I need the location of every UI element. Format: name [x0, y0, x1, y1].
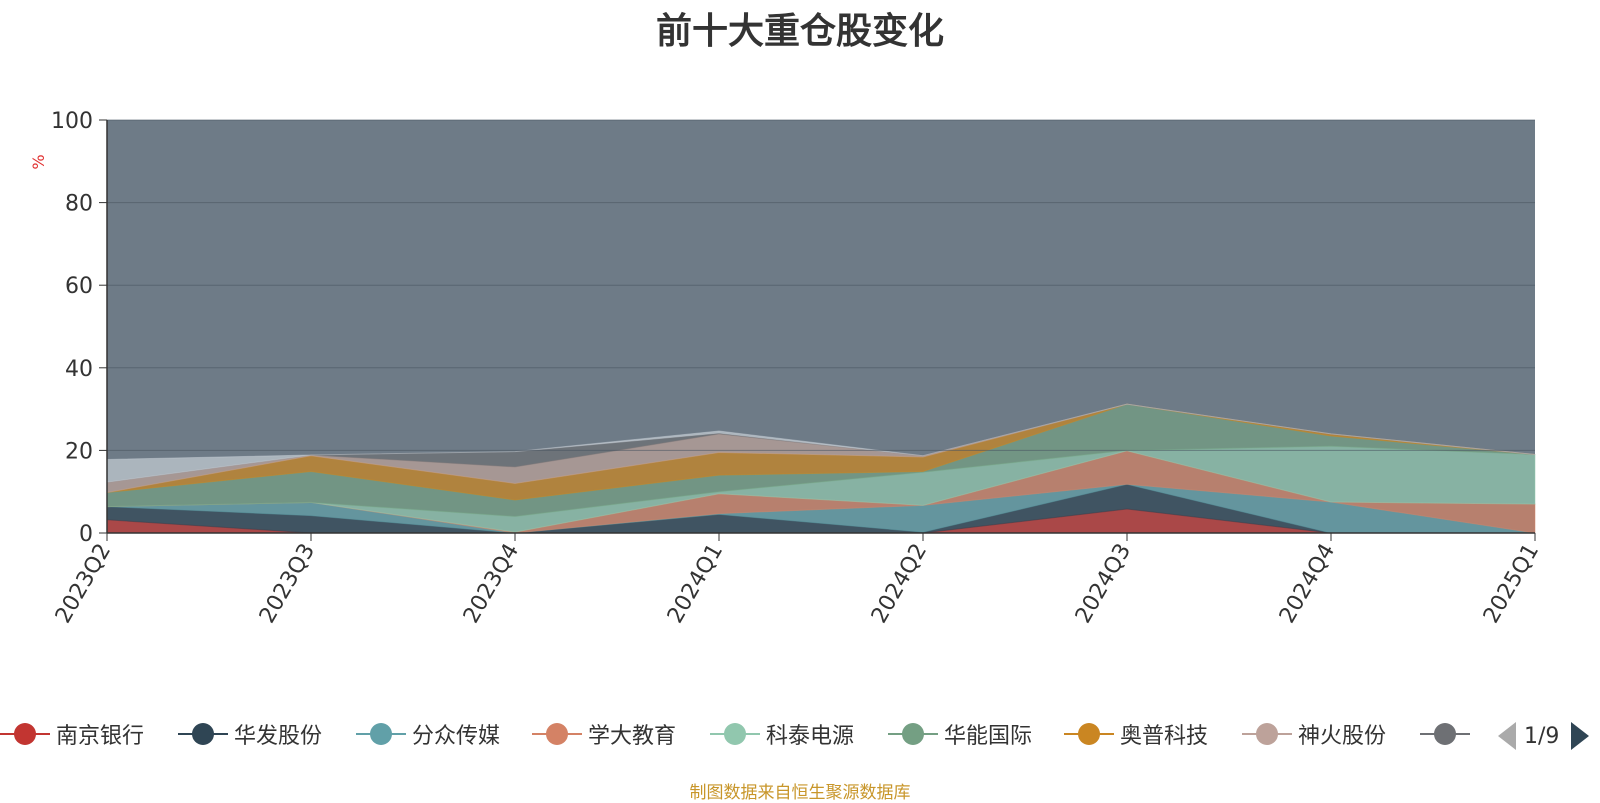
legend-page-indicator: 1/9	[1524, 723, 1560, 749]
legend-marker-icon	[888, 723, 938, 745]
legend-label: 神火股份	[1298, 724, 1387, 749]
legend-item-6[interactable]: 华能国际	[888, 712, 1032, 756]
series-area-10[interactable]	[106, 403, 1536, 483]
legend-marker-icon	[0, 723, 50, 745]
legend-next-page-icon[interactable]	[1571, 722, 1590, 750]
x-tick-label: 2024Q2	[867, 540, 932, 628]
legend-label: 奥普科技	[1120, 724, 1209, 749]
legend-item-3[interactable]: 分众传媒	[356, 712, 500, 756]
legend-prev-page-icon[interactable]	[1498, 722, 1516, 750]
legend-label: 学大教育	[588, 724, 677, 749]
data-source-note: 制图数据来自恒生聚源数据库	[689, 783, 911, 803]
legend-pager: 1/9	[1498, 716, 1590, 756]
chart-legend: 南京银行 华发股份 分众传媒 学大教育 科泰电源 华能国际 奥普科技 神火股份 第九股票	[0, 712, 1470, 762]
legend-marker-icon	[532, 723, 582, 745]
legend-item-4[interactable]: 学大教育	[532, 712, 676, 756]
legend-item-2[interactable]: 华发股份	[178, 712, 322, 756]
y-tick-label: 60	[65, 274, 93, 299]
x-tick-label: 2023Q2	[51, 540, 116, 628]
legend-marker-icon	[1420, 723, 1470, 745]
y-tick-label: 0	[79, 522, 93, 547]
x-tick-label: 2024Q1	[663, 540, 728, 628]
chart-title: 前十大重仓股变化	[655, 11, 944, 52]
legend-marker-icon	[178, 723, 228, 745]
stacked-area-chart: 0 20 40 60 80 100% 2023Q2 2023Q3 2023Q4 2024Q1 202…	[29, 109, 1544, 628]
x-tick-label: 2023Q4	[459, 540, 524, 628]
legend-item-9[interactable]: 第九股票	[1420, 712, 1470, 756]
y-tick-label: 40	[65, 357, 93, 382]
legend-label: 分众传媒	[412, 724, 501, 749]
y-tick-label: 80	[65, 192, 93, 217]
legend-marker-icon	[1242, 723, 1292, 745]
legend-label: 华能国际	[944, 724, 1033, 749]
x-tick-label: 2024Q4	[1275, 540, 1340, 628]
x-tick-label: 2024Q3	[1071, 540, 1136, 628]
legend-label: 科泰电源	[766, 724, 855, 749]
legend-label: 南京银行	[56, 724, 145, 749]
legend-label: 华发股份	[234, 724, 323, 749]
legend-item-5[interactable]: 科泰电源	[710, 712, 854, 756]
legend-item-1[interactable]: 南京银行	[0, 712, 144, 756]
legend-item-7[interactable]: 奥普科技	[1064, 712, 1208, 756]
y-tick-label: 20	[65, 439, 93, 464]
legend-marker-icon	[356, 723, 406, 745]
y-axis-unit-label: %	[29, 154, 48, 169]
x-tick-label: 2025Q1	[1479, 540, 1544, 628]
x-tick-label: 2023Q3	[255, 540, 320, 628]
y-tick-label: 100	[51, 109, 93, 134]
legend-marker-icon	[710, 723, 760, 745]
legend-item-8[interactable]: 神火股份	[1242, 712, 1386, 756]
legend-marker-icon	[1064, 723, 1114, 745]
